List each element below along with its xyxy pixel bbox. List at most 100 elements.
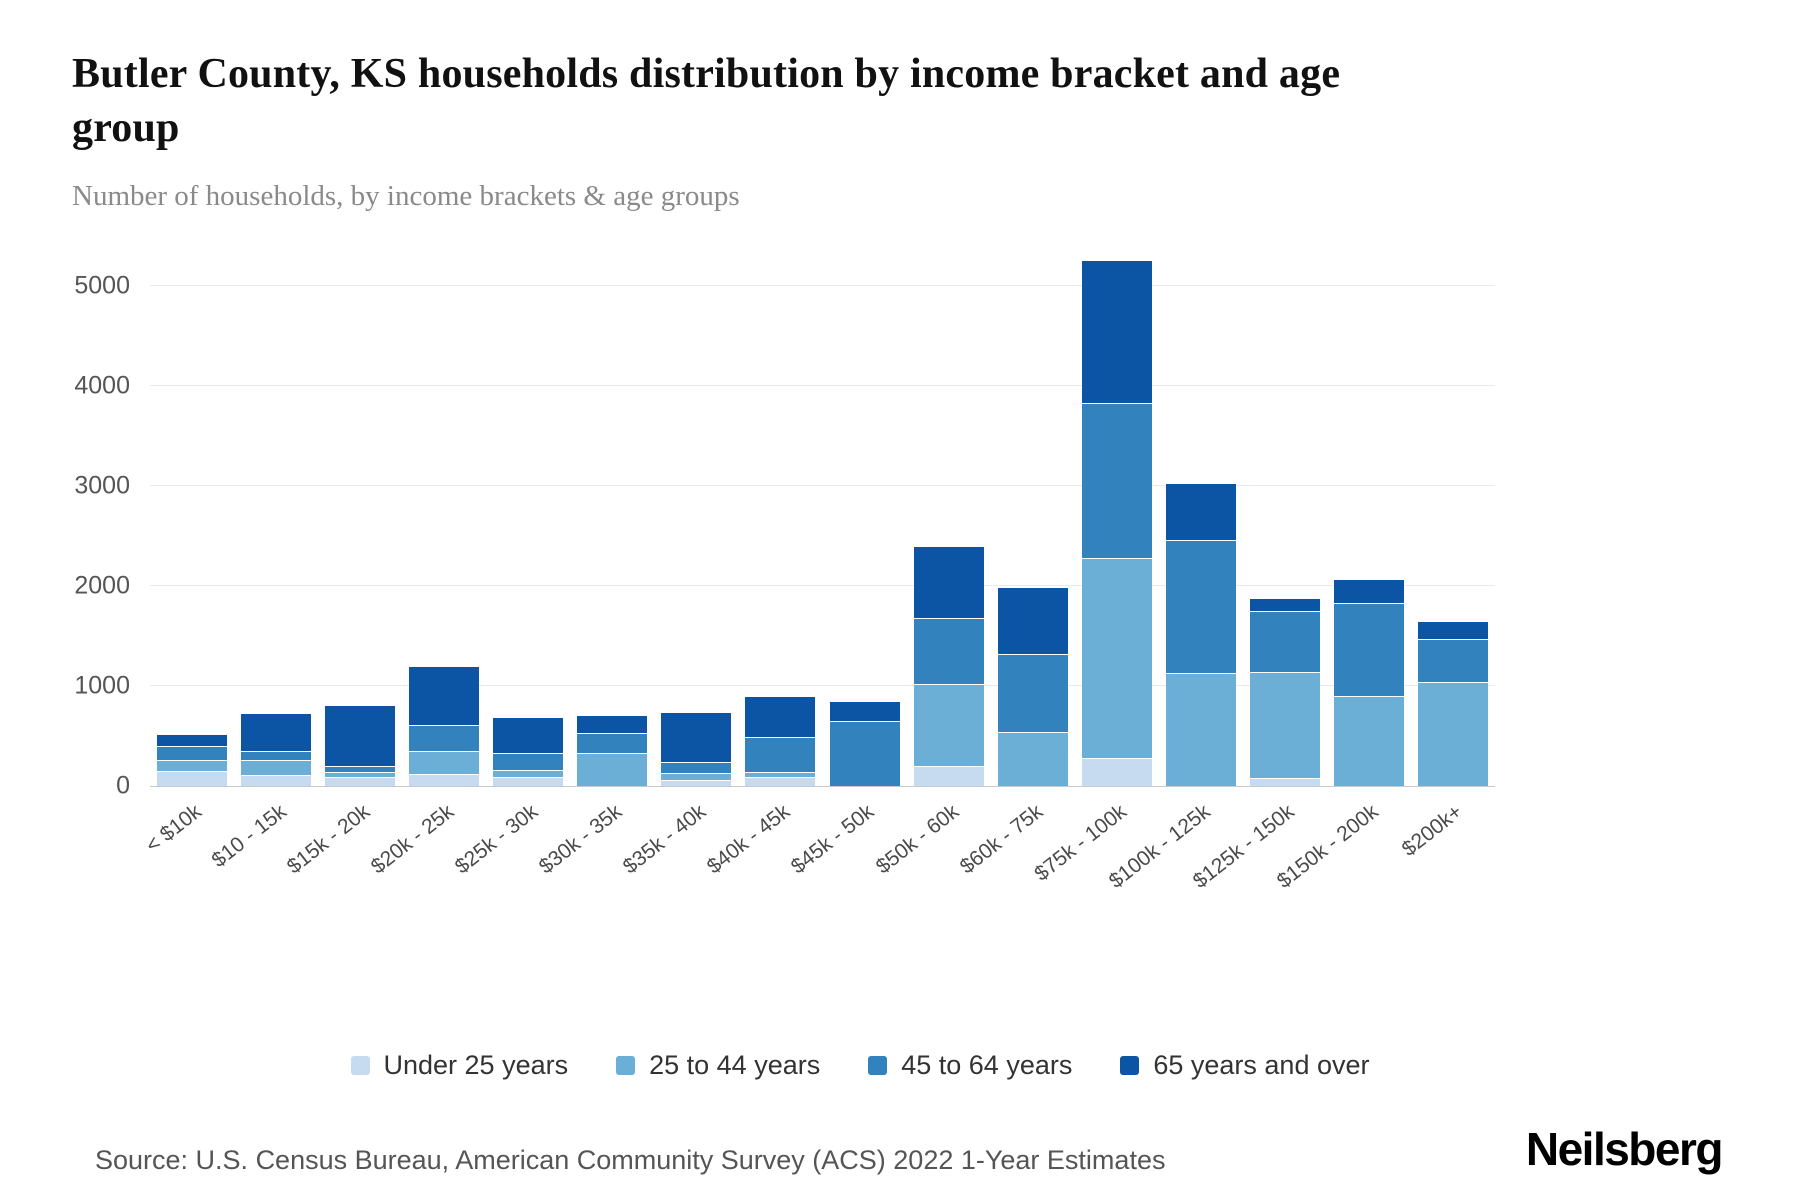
bar-slot: $45k - 50k: [787, 247, 907, 878]
legend-item[interactable]: 45 to 64 years: [868, 1050, 1072, 1081]
x-axis-tick-label: $30k - 35k: [535, 799, 627, 878]
chart-title: Butler County, KS households distributio…: [72, 51, 1341, 151]
x-axis-tick-label: $10 - 15k: [207, 799, 291, 872]
bar-segment[interactable]: [577, 715, 648, 733]
y-axis-tick-label: 0: [116, 771, 130, 799]
bar-segment[interactable]: [997, 731, 1068, 786]
bar-segment[interactable]: [241, 713, 312, 751]
bar-segment[interactable]: [157, 770, 228, 786]
bar-segment[interactable]: [745, 771, 816, 777]
stacked-bar[interactable]: [241, 713, 312, 786]
stacked-bar[interactable]: [913, 546, 984, 786]
bar-segment[interactable]: [325, 771, 396, 777]
bar-segment[interactable]: [409, 666, 480, 725]
bar-segment[interactable]: [1417, 638, 1488, 682]
bar-segment[interactable]: [997, 587, 1068, 654]
stacked-bar[interactable]: [745, 696, 816, 786]
bar-segment[interactable]: [157, 759, 228, 771]
bar-segment[interactable]: [913, 617, 984, 684]
bar-segment[interactable]: [829, 720, 900, 786]
stacked-bar[interactable]: [829, 701, 900, 786]
bar-segment[interactable]: [745, 736, 816, 772]
bar-segment[interactable]: [1165, 539, 1236, 673]
bar-segment[interactable]: [1081, 557, 1152, 758]
stacked-bar[interactable]: [661, 712, 732, 786]
chart-footer: Source: U.S. Census Bureau, American Com…: [0, 1122, 1800, 1176]
bar-segment[interactable]: [913, 546, 984, 618]
bar-segment[interactable]: [157, 745, 228, 760]
stacked-bar[interactable]: [493, 717, 564, 786]
bar-segment[interactable]: [325, 705, 396, 766]
bar-segment[interactable]: [913, 765, 984, 786]
legend-swatch-icon: [1120, 1056, 1140, 1075]
stacked-bar[interactable]: [1333, 579, 1404, 786]
bar-segment[interactable]: [1081, 260, 1152, 403]
bar-segment[interactable]: [1081, 402, 1152, 558]
x-axis-tick-label: $45k - 50k: [787, 799, 879, 878]
bar-slot: $60k - 75k: [955, 247, 1075, 878]
legend: Under 25 years 25 to 44 years 45 to 64 yea…: [150, 1050, 1570, 1081]
bar-segment[interactable]: [1165, 483, 1236, 540]
legend-item[interactable]: 65 years and over: [1120, 1050, 1370, 1081]
bar-segment[interactable]: [577, 752, 648, 786]
bar-segment[interactable]: [661, 761, 732, 773]
bar-slot: $10 - 15k: [207, 247, 318, 872]
bar-segment[interactable]: [1333, 695, 1404, 786]
bar-slot: $50k - 60k: [871, 247, 991, 878]
legend-swatch-icon: [350, 1056, 370, 1075]
bar-segment[interactable]: [1249, 777, 1320, 786]
bar-segment[interactable]: [1249, 598, 1320, 611]
bar-segment[interactable]: [493, 769, 564, 777]
legend-item[interactable]: Under 25 years: [350, 1050, 568, 1081]
bar-segment[interactable]: [1165, 672, 1236, 786]
bar-slot: $20k - 25k: [367, 247, 486, 878]
bar-segment[interactable]: [1249, 671, 1320, 778]
x-axis-tick-label: < $10k: [141, 799, 207, 857]
bar-segment[interactable]: [997, 653, 1068, 732]
bar-segment[interactable]: [241, 774, 312, 786]
stacked-bar[interactable]: [1417, 621, 1488, 786]
bar-segment[interactable]: [493, 717, 564, 753]
gridline: [150, 584, 1495, 586]
y-axis-tick-label: 2000: [74, 571, 130, 599]
bar-segment[interactable]: [1333, 602, 1404, 696]
bar-segment[interactable]: [409, 750, 480, 774]
bar-segment[interactable]: [913, 683, 984, 766]
bar-segment[interactable]: [661, 772, 732, 780]
gridline: [150, 384, 1495, 386]
stacked-bar[interactable]: [1249, 598, 1320, 786]
bar-segment[interactable]: [1249, 610, 1320, 672]
bar-segment[interactable]: [745, 776, 816, 786]
bar-segment[interactable]: [493, 752, 564, 770]
bar-segment[interactable]: [241, 750, 312, 760]
bar-slot: $35k - 40k: [619, 247, 738, 878]
bar-segment[interactable]: [493, 776, 564, 786]
bar-segment[interactable]: [241, 759, 312, 775]
stacked-bar[interactable]: [409, 666, 480, 786]
bar-segment[interactable]: [745, 696, 816, 737]
stacked-bar[interactable]: [997, 587, 1068, 786]
bar-segment[interactable]: [661, 712, 732, 762]
bar-segment[interactable]: [661, 779, 732, 786]
bar-segment[interactable]: [1417, 621, 1488, 639]
bar-segment[interactable]: [325, 765, 396, 772]
stacked-bar[interactable]: [157, 734, 228, 786]
bar-segment[interactable]: [409, 773, 480, 786]
stacked-bar[interactable]: [1165, 483, 1236, 786]
legend-item[interactable]: 25 to 44 years: [616, 1050, 820, 1081]
bar-segment[interactable]: [1417, 681, 1488, 786]
stacked-bar[interactable]: [1081, 260, 1152, 786]
x-axis-tick-label: $25k - 30k: [451, 799, 543, 878]
bar-segment[interactable]: [409, 724, 480, 751]
bar-segment[interactable]: [829, 701, 900, 721]
bar-segment[interactable]: [1333, 579, 1404, 603]
bar-segment[interactable]: [157, 734, 228, 746]
stacked-bar[interactable]: [325, 705, 396, 786]
legend-swatch-icon: [616, 1056, 636, 1075]
stacked-bar[interactable]: [577, 715, 648, 786]
x-axis-tick-label: $50k - 60k: [871, 799, 963, 878]
bar-segment[interactable]: [1081, 757, 1152, 786]
bar-segment[interactable]: [325, 776, 396, 786]
bar-segment[interactable]: [577, 732, 648, 753]
